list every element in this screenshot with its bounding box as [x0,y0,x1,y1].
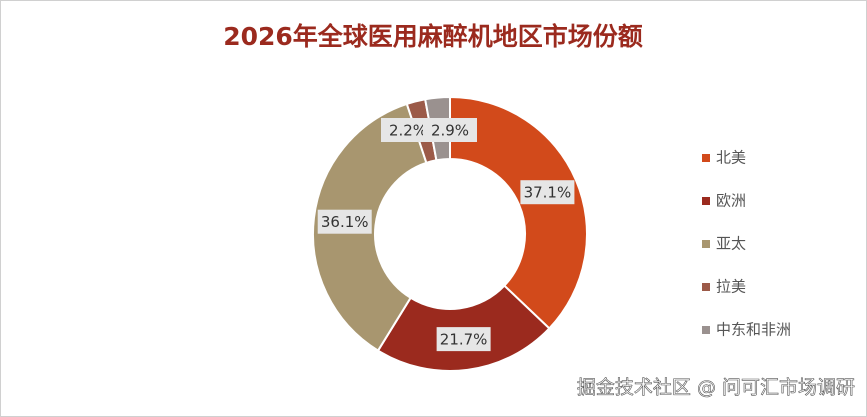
data-label-box [423,118,477,142]
legend-label: 北美 [716,149,746,167]
legend-label: 拉美 [716,278,746,296]
data-label: 21.7% [440,331,488,349]
data-label: 2.2% [389,122,427,140]
data-label-box [436,327,491,352]
data-label: 37.1% [524,184,572,202]
data-label-box [520,180,575,205]
legend-label: 亚太 [716,235,746,253]
legend-swatch [702,326,710,334]
legend-swatch [702,240,710,248]
legend-label: 中东和非洲 [716,321,791,339]
legend-swatch [702,197,710,205]
slice [449,95,588,330]
watermark: 掘金技术社区 @ 问可汇市场调研 [577,377,855,399]
legend-label: 欧洲 [716,192,746,210]
legend-swatch [702,154,710,162]
data-label: 2.9% [431,122,469,140]
data-label-box [317,209,372,234]
data-label: 36.1% [321,213,369,231]
chart-title: 2026年全球医用麻醉机地区市场份额 [223,22,643,51]
legend-swatch [702,283,710,291]
